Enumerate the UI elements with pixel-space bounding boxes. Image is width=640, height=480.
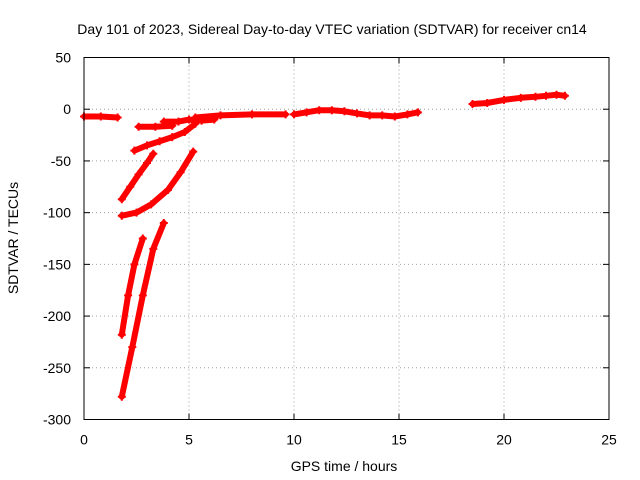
data-point: [216, 111, 225, 120]
x-tick-label: 20: [496, 432, 512, 448]
data-point: [138, 234, 147, 243]
data-point: [290, 110, 298, 119]
data-point: [117, 392, 126, 401]
data-point: [378, 111, 387, 120]
data-point: [117, 195, 126, 204]
data-point: [403, 110, 412, 119]
data-point: [164, 185, 172, 194]
data-point: [390, 112, 399, 121]
data-point: [191, 119, 200, 128]
data-point: [128, 343, 137, 352]
x-tick-label: 0: [80, 432, 88, 448]
data-point: [327, 106, 336, 115]
data-point: [138, 291, 147, 300]
y-tick-label: 0: [63, 101, 71, 117]
y-tick-label: -150: [43, 256, 71, 272]
y-tick-label: -300: [43, 412, 71, 428]
data-point: [185, 115, 193, 124]
data-point: [365, 111, 374, 120]
series-layer: [80, 90, 569, 401]
y-tick-label: 50: [55, 50, 71, 66]
data-point: [180, 127, 189, 136]
data-point: [149, 149, 158, 158]
x-tick-label: 15: [391, 432, 407, 448]
data-point: [353, 109, 361, 118]
data-point: [147, 200, 156, 209]
data-point: [248, 110, 256, 119]
data-trace: [118, 150, 157, 203]
data-point: [130, 146, 139, 155]
data-point: [143, 141, 151, 150]
data-point: [500, 95, 508, 104]
data-point: [542, 91, 550, 100]
data-point: [126, 182, 135, 191]
data-point: [176, 168, 185, 177]
y-tick-label: -250: [43, 360, 71, 376]
y-axis-label: SDTVAR / TECUs: [5, 182, 21, 294]
tick-marks: [83, 57, 610, 420]
y-tick-label: -50: [51, 153, 71, 169]
data-point: [315, 106, 324, 115]
data-point: [151, 122, 160, 131]
data-point: [340, 107, 349, 116]
data-point: [113, 113, 122, 122]
data-point: [132, 208, 141, 217]
data-point: [552, 90, 561, 99]
data-point: [560, 91, 569, 100]
x-tick-labels: 0 5 10 15 20 25: [80, 432, 617, 448]
y-tick-label: -100: [43, 205, 71, 221]
plot-frame: [83, 57, 610, 420]
data-trace: [118, 235, 146, 338]
data-point: [134, 122, 143, 131]
y-tick-labels: 50 0 -50 -100 -150 -200 -250 -300: [43, 50, 71, 428]
data-point: [281, 110, 290, 119]
data-point: [174, 117, 183, 126]
data-point: [149, 244, 158, 253]
data-point: [531, 92, 540, 101]
data-point: [124, 291, 133, 300]
data-point: [168, 133, 177, 142]
data-point: [483, 99, 492, 108]
x-tick-label: 5: [185, 432, 193, 448]
x-tick-label: 10: [286, 432, 302, 448]
x-axis-label: GPS time / hours: [291, 458, 398, 474]
data-point: [143, 158, 151, 167]
data-point: [96, 112, 105, 121]
data-point: [159, 218, 168, 227]
y-tick-label: -200: [43, 308, 71, 324]
data-point: [117, 330, 126, 339]
data-point: [159, 117, 168, 126]
data-point: [516, 93, 525, 102]
data-point: [134, 170, 143, 179]
chart-title: Day 101 of 2023, Sidereal Day-to-day VTE…: [77, 21, 587, 37]
data-point: [155, 137, 164, 146]
data-point: [413, 108, 422, 117]
data-trace: [192, 111, 289, 121]
x-tick-label: 25: [601, 432, 617, 448]
data-point: [189, 147, 198, 156]
data-point: [468, 100, 477, 109]
data-point: [130, 260, 139, 269]
data-point: [117, 211, 126, 220]
data-point: [302, 108, 311, 117]
